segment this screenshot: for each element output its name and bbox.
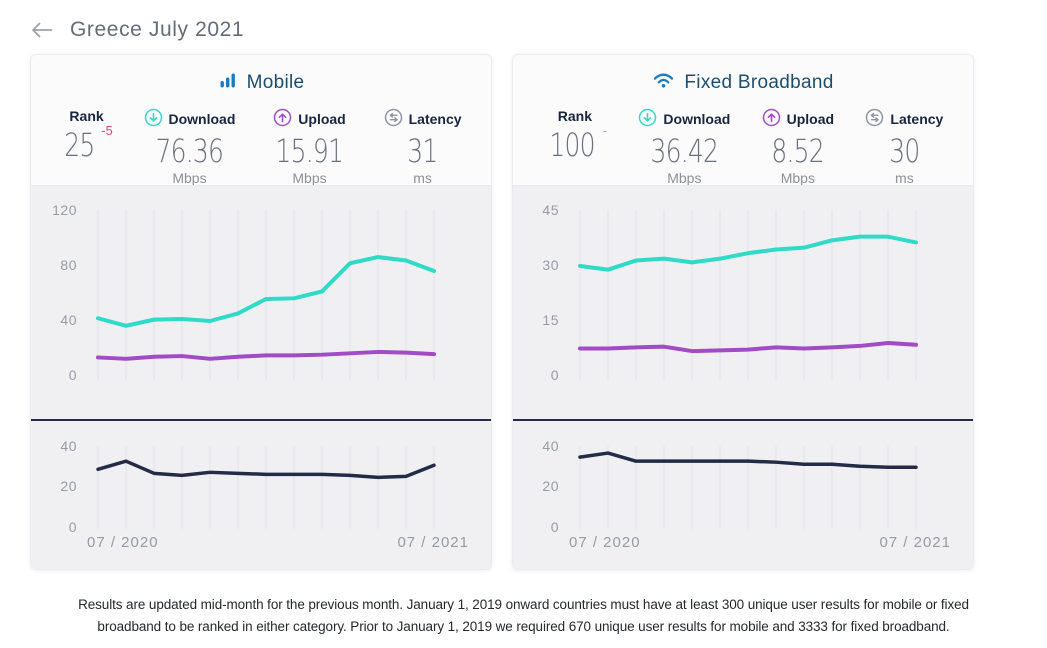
mobile-card-title: Mobile	[246, 71, 305, 93]
y-tick: 40	[60, 312, 77, 328]
fixed-latency-stat: Latency 30 ms	[865, 108, 943, 186]
mobile-card-header: Mobile Rank 25 -5	[31, 55, 491, 187]
page-header: Greece July 2021	[0, 0, 1047, 54]
y-tick: 0	[68, 367, 77, 383]
mobile-download-stat: Download 76.36 Mbps	[144, 108, 236, 186]
y-tick: 0	[68, 519, 77, 535]
y-tick: 40	[542, 438, 559, 454]
mobile-speed-chart: 120 80 40 0	[31, 185, 491, 419]
upload-value: 8.52	[771, 132, 825, 170]
y-tick: 20	[60, 478, 77, 494]
y-tick: 30	[542, 257, 559, 273]
results-footnote: Results are updated mid-month for the pr…	[78, 597, 969, 634]
wifi-icon	[652, 70, 675, 95]
y-tick: 120	[52, 202, 77, 218]
y-tick: 40	[60, 438, 77, 454]
upload-icon	[762, 108, 781, 130]
mobile-upload-stat: Upload 15.91 Mbps	[266, 108, 353, 186]
download-unit: Mbps	[667, 170, 702, 186]
mobile-rank-stat: Rank 25 -5	[60, 108, 113, 186]
mobile-latency-chart: 40 20 0 07 / 2020 07 / 2021	[31, 419, 491, 569]
y-tick: 0	[550, 367, 559, 383]
fixed-speed-chart: 45 30 15 0	[513, 185, 973, 419]
latency-unit: ms	[895, 170, 914, 186]
fixed-latency-plot[interactable]	[513, 421, 974, 570]
upload-label: Upload	[298, 111, 346, 127]
fixed-speed-plot[interactable]	[513, 186, 974, 420]
y-tick: 15	[542, 312, 559, 328]
latency-unit: ms	[413, 170, 432, 186]
download-icon	[638, 108, 657, 130]
latency-icon	[384, 108, 403, 130]
mobile-speed-plot[interactable]	[31, 186, 492, 420]
download-label: Download	[663, 111, 731, 127]
download-value: 36.42	[650, 132, 719, 170]
latency-value: 31	[407, 132, 438, 170]
fixed-card-header: Fixed Broadband Rank 100-	[513, 55, 973, 187]
x-axis-start-label: 07 / 2020	[87, 534, 159, 551]
mobile-latency-stat: Latency 31 ms	[384, 108, 462, 186]
y-tick: 20	[542, 478, 559, 494]
rank-value: 25	[64, 126, 96, 164]
y-tick: 0	[550, 519, 559, 535]
upload-value: 15.91	[275, 132, 344, 170]
y-tick: 45	[542, 202, 559, 218]
latency-icon	[865, 108, 884, 130]
mobile-signal-bars-icon	[218, 70, 238, 95]
cards-row: Mobile Rank 25 -5	[30, 54, 1047, 570]
download-unit: Mbps	[172, 170, 207, 186]
page-title: Greece July 2021	[70, 18, 245, 41]
y-tick: 80	[60, 257, 77, 273]
fixed-upload-stat: Upload 8.52 Mbps	[762, 108, 834, 186]
x-axis-end-label: 07 / 2021	[879, 534, 951, 551]
latency-value: 30	[889, 132, 920, 170]
latency-label: Latency	[408, 111, 462, 127]
fixed-download-stat: Download 36.42 Mbps	[638, 108, 730, 186]
upload-label: Upload	[786, 111, 835, 127]
rank-change-badge: -	[602, 123, 608, 138]
fixed-card-title: Fixed Broadband	[684, 71, 834, 93]
fixed-broadband-card: Fixed Broadband Rank 100-	[512, 54, 974, 570]
fixed-rank-stat: Rank 100-	[543, 108, 607, 186]
x-axis-start-label: 07 / 2020	[569, 534, 641, 551]
latency-label: Latency	[890, 111, 944, 127]
rank-value: 100	[549, 126, 595, 164]
download-icon	[144, 108, 163, 130]
mobile-latency-plot[interactable]	[31, 421, 492, 570]
rank-label: Rank	[557, 108, 592, 124]
download-value: 76.36	[155, 132, 224, 170]
fixed-latency-chart: 40 20 0 07 / 2020 07 / 2021	[513, 419, 973, 569]
back-arrow-icon[interactable]	[30, 19, 56, 41]
fixed-stats-row: Rank 100- Download 36.42	[513, 108, 973, 186]
upload-icon	[273, 108, 292, 130]
upload-unit: Mbps	[292, 170, 327, 186]
rank-label: Rank	[69, 108, 104, 124]
mobile-stats-row: Rank 25 -5 Download 76.36	[31, 108, 491, 186]
download-label: Download	[168, 111, 236, 127]
mobile-card: Mobile Rank 25 -5	[30, 54, 492, 570]
x-axis-end-label: 07 / 2021	[397, 534, 469, 551]
rank-change-badge: -5	[101, 123, 113, 138]
upload-unit: Mbps	[780, 170, 815, 186]
